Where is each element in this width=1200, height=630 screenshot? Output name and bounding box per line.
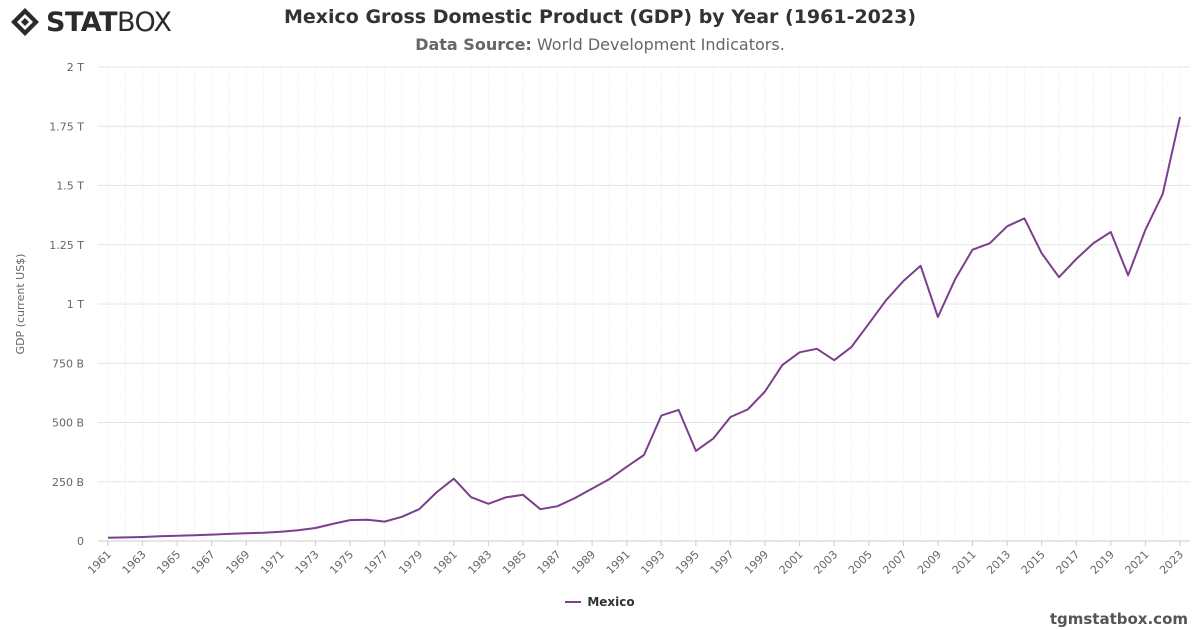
- x-tick-label: 1971: [258, 548, 287, 577]
- y-tick-label: 1.25 T: [49, 239, 84, 252]
- x-tick-label: 2013: [984, 548, 1013, 577]
- y-tick-label: 1.5 T: [56, 180, 84, 193]
- x-tick-label: 2023: [1157, 548, 1186, 577]
- y-tick-label: 1 T: [67, 298, 84, 311]
- x-tick-label: 1985: [500, 548, 529, 577]
- x-tick-label: 1973: [293, 548, 322, 577]
- x-tick-label: 2009: [915, 548, 944, 577]
- x-tick-label: 1983: [466, 548, 495, 577]
- y-axis-title: GDP (current US$): [14, 254, 27, 355]
- y-tick-label: 750 B: [52, 357, 84, 370]
- y-tick-label: 1.75 T: [49, 120, 84, 133]
- x-tick-label: 2017: [1053, 548, 1082, 577]
- x-tick-label: 1963: [120, 548, 149, 577]
- y-tick-label: 500 B: [52, 417, 84, 430]
- x-tick-label: 1981: [431, 548, 460, 577]
- x-tick-label: 2003: [811, 548, 840, 577]
- x-tick-label: 2001: [777, 548, 806, 577]
- x-tick-label: 1987: [535, 548, 564, 577]
- subtitle-label: Data Source:: [415, 35, 532, 54]
- chart-title: Mexico Gross Domestic Product (GDP) by Y…: [283, 6, 917, 28]
- logo-diamond-icon: [11, 8, 39, 36]
- x-tick-label: 1975: [327, 548, 356, 577]
- logo-text-bold: STAT: [46, 6, 117, 38]
- x-tick-label: 1977: [362, 548, 391, 577]
- x-tick-label: 2019: [1088, 548, 1117, 577]
- legend[interactable]: Mexico: [0, 595, 1200, 609]
- y-tick-label: 2 T: [67, 61, 84, 74]
- y-tick-label: 0: [77, 535, 84, 548]
- x-tick-label: 1979: [396, 548, 425, 577]
- logo-wordmark: STATBOX: [46, 7, 172, 38]
- x-tick-label: 1965: [154, 548, 183, 577]
- x-tick-label: 2007: [880, 548, 909, 577]
- x-tick-label: 2015: [1019, 548, 1048, 577]
- x-tick-label: 2021: [1123, 548, 1152, 577]
- logo-text-light: BOX: [116, 6, 172, 38]
- x-tick-label: 1969: [223, 548, 252, 577]
- x-tick-label: 1997: [708, 548, 737, 577]
- x-tick-label: 1995: [673, 548, 702, 577]
- legend-label[interactable]: Mexico: [587, 595, 635, 609]
- x-tick-label: 1999: [742, 548, 771, 577]
- x-tick-label: 1991: [604, 548, 633, 577]
- x-tick-label: 1993: [638, 548, 667, 577]
- statbox-logo: STATBOX: [10, 6, 172, 38]
- subtitle-value: World Development Indicators.: [536, 35, 785, 54]
- x-tick-label: 2005: [846, 548, 875, 577]
- watermark: tgmstatbox.com: [1049, 610, 1188, 628]
- chart-subtitle: Data Source: World Development Indicator…: [0, 35, 1200, 54]
- series-line-mexico: [107, 116, 1181, 539]
- x-tick-label: 1967: [189, 548, 218, 577]
- x-tick-label: 2011: [950, 548, 979, 577]
- x-tick-label: 1961: [85, 548, 114, 577]
- legend-swatch-icon: [565, 601, 582, 603]
- y-tick-label: 250 B: [52, 476, 84, 489]
- x-tick-label: 1989: [569, 548, 598, 577]
